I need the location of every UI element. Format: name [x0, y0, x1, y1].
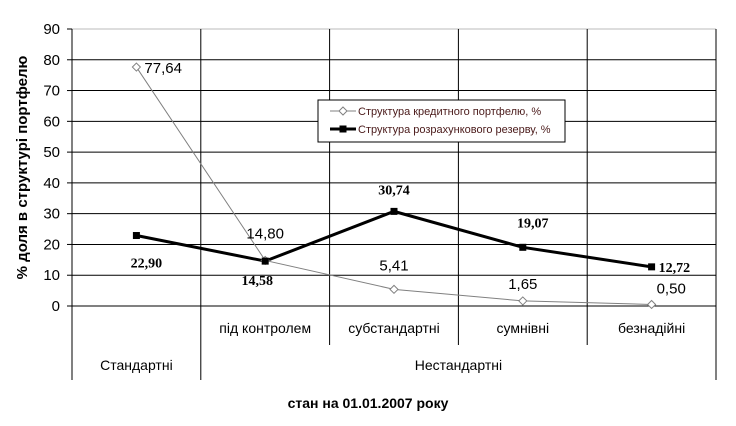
data-label: 12,72 — [659, 261, 691, 276]
data-point-square — [261, 257, 269, 265]
category-label: під контролем — [219, 320, 311, 336]
tick-label-y: 20 — [43, 236, 60, 253]
data-point-square — [648, 263, 656, 271]
data-point-diamond — [518, 296, 528, 306]
data-point-square — [519, 243, 527, 251]
legend-marker-square — [339, 125, 347, 133]
data-label: 30,74 — [378, 183, 410, 198]
tick-label-y: 0 — [52, 298, 60, 315]
data-point-square — [390, 207, 398, 215]
tick-label-y: 90 — [43, 21, 60, 38]
data-label: 77,64 — [144, 60, 182, 77]
legend-marker-diamond — [338, 106, 348, 116]
tick-label-y: 50 — [43, 144, 60, 161]
legend — [317, 99, 566, 143]
tick-label-y: 70 — [43, 83, 60, 100]
data-point-diamond — [646, 299, 657, 310]
y-axis-title: % доля в структурі портфелю — [14, 55, 31, 279]
category-label: сумнівні — [497, 320, 550, 336]
tick-label-y: 40 — [43, 175, 60, 192]
data-label: 1,65 — [508, 276, 537, 293]
data-point-diamond — [131, 62, 142, 72]
tick-label-y: 60 — [43, 113, 60, 130]
data-label: 0,50 — [657, 280, 686, 297]
x-axis-title: стан на 01.01.2007 року — [288, 395, 449, 411]
data-label: 19,07 — [517, 216, 549, 231]
tick-label-y: 30 — [43, 206, 60, 223]
category-label: безнадійні — [618, 320, 685, 336]
data-label: 14,80 — [246, 225, 284, 242]
data-label: 14,58 — [241, 274, 273, 289]
category-group-label: Нестандартні — [415, 357, 502, 373]
data-label: 22,90 — [131, 257, 163, 272]
tick-label-y: 10 — [43, 267, 60, 284]
data-point-diamond — [389, 284, 399, 295]
data-point-square — [132, 232, 140, 240]
category-label: субстандартні — [348, 320, 439, 336]
tick-label-y: 80 — [43, 52, 60, 69]
category-group-label: Стандартні — [100, 357, 173, 373]
legend-label: Структура кредитного портфелю, % — [358, 106, 541, 118]
data-label: 5,41 — [379, 257, 408, 274]
legend-label: Структура розрахункового резерву, % — [358, 124, 551, 136]
